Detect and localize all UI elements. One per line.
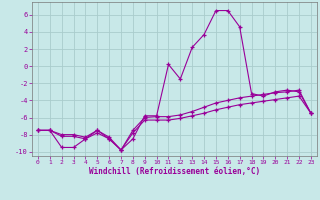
X-axis label: Windchill (Refroidissement éolien,°C): Windchill (Refroidissement éolien,°C) bbox=[89, 167, 260, 176]
